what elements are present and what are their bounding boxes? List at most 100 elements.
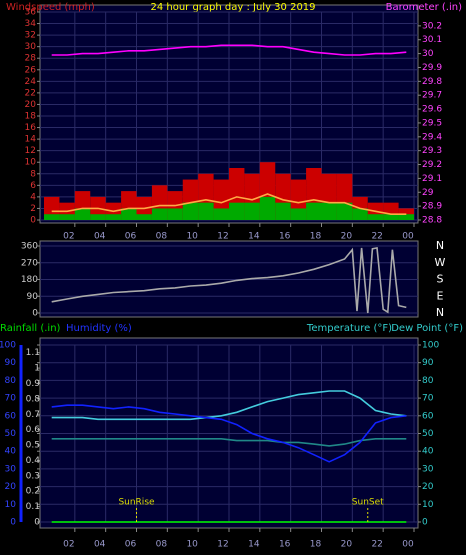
axis-title: Windspeed (mph): [6, 2, 95, 13]
x-tick-label: 16: [279, 540, 291, 550]
bar: [121, 208, 137, 220]
bar: [44, 214, 60, 220]
y-tick-label: 60: [5, 411, 17, 421]
y-tick-label: 0.1: [26, 502, 40, 512]
bar: [182, 202, 199, 220]
bar: [244, 202, 260, 220]
annotation: SunSet: [352, 498, 384, 508]
bar: [259, 196, 276, 220]
y-tick-label: 28: [25, 54, 37, 64]
series-line: [51, 246, 407, 314]
y-tick-label: 100: [0, 341, 16, 351]
axis-title: Rainfall (.in): [0, 323, 61, 334]
bar: [336, 202, 353, 220]
y-tick-label: 360: [21, 242, 38, 252]
y-tick-label: 70: [5, 394, 17, 404]
y-tick-label: 40: [5, 447, 17, 457]
y-tick-label: 18: [25, 112, 37, 122]
series-line: [51, 390, 407, 421]
bar: [275, 202, 291, 220]
y-tick-label: 30: [422, 464, 434, 474]
x-tick-label: 12: [217, 232, 228, 242]
x-tick-label: 10: [186, 232, 198, 242]
axis-title: Humidity (%): [66, 323, 132, 334]
y-tick-label: 0.5: [26, 441, 40, 451]
x-tick-label: 08: [156, 232, 168, 242]
y-tick-label: 90: [27, 292, 39, 302]
y-tick-label: 0: [34, 518, 40, 528]
bar: [213, 208, 229, 220]
y-tick-label: 28.9: [422, 202, 442, 212]
y-tick-label: 90: [5, 358, 17, 368]
x-tick-label: 00: [402, 232, 414, 242]
axis-title: Barometer (.in): [386, 2, 462, 13]
x-tick-label: 18: [310, 540, 322, 550]
bar: [90, 214, 106, 220]
y-tick-label: 12: [25, 146, 36, 156]
bar: [59, 214, 75, 220]
y-tick-label: 50: [422, 429, 434, 439]
y-tick-label: 30: [25, 42, 37, 52]
y-tick-label: 0: [10, 518, 16, 528]
y-tick-label: 10: [25, 158, 37, 168]
y-tick-label: 80: [422, 376, 434, 386]
y-tick-label: 20: [422, 482, 434, 492]
x-tick-label: 06: [125, 232, 137, 242]
bar: [306, 202, 322, 220]
x-tick-label: 22: [371, 540, 382, 550]
bar: [74, 208, 91, 220]
y-tick-label: 1: [34, 364, 40, 374]
series-line: [51, 193, 407, 215]
bar: [367, 214, 384, 220]
bar: [229, 202, 245, 220]
y-tick-label: E: [437, 289, 444, 302]
y-tick-label: 0: [32, 309, 38, 319]
x-tick-label: 20: [341, 540, 353, 550]
annotation: SunRise: [118, 498, 155, 508]
x-tick-label: 18: [310, 232, 322, 242]
y-tick-label: 34: [25, 19, 37, 29]
y-tick-label: 80: [5, 376, 17, 386]
y-tick-label: 32: [25, 31, 36, 41]
y-tick-label: 29.3: [422, 146, 442, 156]
axis-title: 24 hour graph day : July 30 2019: [150, 2, 315, 13]
x-tick-label: 08: [156, 540, 168, 550]
y-tick-label: 4: [30, 192, 36, 202]
y-tick-label: 24: [25, 77, 37, 87]
bar: [198, 202, 214, 220]
x-tick-label: 22: [371, 232, 382, 242]
y-tick-label: 20: [25, 100, 37, 110]
x-tick-label: 00: [402, 540, 414, 550]
y-tick-label: 29.5: [422, 118, 442, 128]
y-tick-label: S: [437, 273, 444, 286]
y-tick-label: 29.1: [422, 174, 442, 184]
y-tick-label: 0.7: [26, 410, 40, 420]
y-tick-label: 0.3: [26, 471, 40, 481]
bar: [398, 214, 414, 220]
y-tick-label: 180: [21, 275, 38, 285]
axis-title: Dew Point (°F): [391, 323, 463, 334]
y-tick-label: 2: [30, 204, 36, 214]
bar: [383, 214, 399, 220]
y-tick-label: 29: [422, 188, 434, 198]
y-tick-label: 16: [25, 123, 37, 133]
y-tick-label: 8: [30, 169, 36, 179]
bar: [290, 208, 307, 220]
y-tick-label: 70: [422, 394, 434, 404]
y-tick-label: 60: [422, 411, 434, 421]
y-tick-label: 50: [5, 429, 17, 439]
y-tick-label: 22: [25, 88, 36, 98]
y-tick-label: 30.1: [422, 35, 442, 45]
x-tick-label: 04: [94, 232, 106, 242]
x-tick-label: 10: [186, 540, 198, 550]
y-tick-label: 0.2: [26, 487, 40, 497]
series-line: [51, 438, 407, 447]
bar: [105, 214, 122, 220]
y-tick-label: 0.6: [26, 425, 41, 435]
y-tick-label: 29.6: [422, 105, 442, 115]
y-tick-label: 0.4: [26, 456, 41, 466]
y-tick-label: 29.2: [422, 160, 442, 170]
x-tick-label: 02: [63, 540, 74, 550]
series-line: [51, 404, 407, 463]
